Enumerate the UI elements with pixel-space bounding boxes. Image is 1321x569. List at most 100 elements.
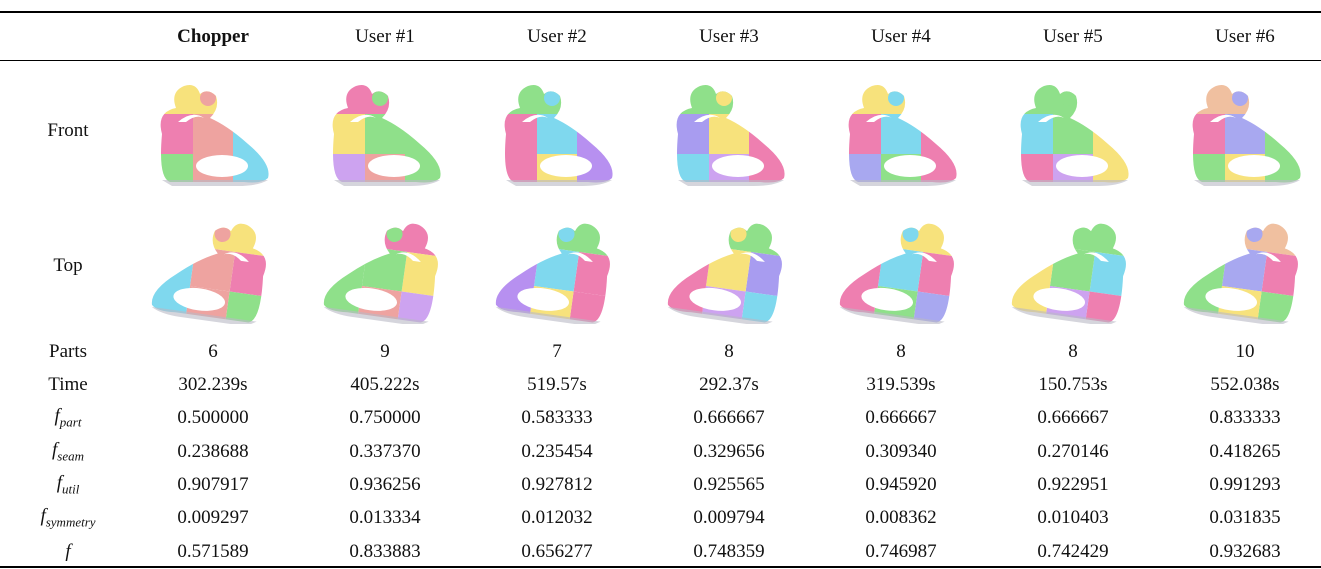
model-render (148, 209, 278, 324)
value-cell: 0.907917 (177, 474, 249, 495)
value-cell: 6 (208, 341, 218, 362)
value-cell: 0.008362 (865, 507, 937, 528)
model-shape (492, 209, 622, 324)
column-header: Chopper (177, 26, 249, 47)
metric-subscript: part (59, 414, 82, 430)
value-cell: 519.57s (527, 374, 587, 395)
model-render (1180, 74, 1310, 189)
value-cell: 0.991293 (1209, 474, 1281, 495)
value-cell: 0.238688 (177, 441, 249, 462)
value-cell: 0.571589 (177, 541, 249, 562)
value-cell: 0.927812 (521, 474, 593, 495)
model-shape (1008, 209, 1138, 324)
row-label: fsymmetry (40, 506, 95, 531)
value-cell: 0.583333 (521, 407, 593, 428)
model-render (492, 209, 622, 324)
column-header: User #3 (699, 26, 759, 47)
model-shape (1008, 74, 1138, 189)
model-shape (836, 74, 966, 189)
value-cell: 0.945920 (865, 474, 937, 495)
value-cell: 292.37s (699, 374, 759, 395)
value-cell: 0.925565 (693, 474, 765, 495)
model-shape (492, 74, 622, 189)
column-header: User #4 (871, 26, 931, 47)
column-header: User #1 (355, 26, 415, 47)
metric-subscript: symmetry (45, 514, 96, 530)
model-render (664, 74, 794, 189)
model-shape (664, 209, 794, 324)
row-label: fpart (55, 406, 82, 431)
value-cell: 319.539s (866, 374, 936, 395)
model-shape (1180, 74, 1310, 189)
model-render (148, 74, 278, 189)
value-cell: 0.235454 (521, 441, 593, 462)
column-header: User #2 (527, 26, 587, 47)
value-cell: 0.009297 (177, 507, 249, 528)
value-cell: 0.742429 (1037, 541, 1109, 562)
value-cell: 0.748359 (693, 541, 765, 562)
value-cell: 0.010403 (1037, 507, 1109, 528)
metric-symbol: f (65, 541, 71, 562)
model-shape (1180, 209, 1310, 324)
value-cell: 0.309340 (865, 441, 937, 462)
header-rule (0, 60, 1321, 61)
model-render (320, 74, 450, 189)
value-cell: 8 (1068, 341, 1078, 362)
top-rule (0, 11, 1321, 13)
metric-subscript: util (61, 481, 80, 497)
metric-symbol: f (56, 472, 62, 494)
model-shape (320, 74, 450, 189)
model-shape (148, 74, 278, 189)
value-cell: 0.936256 (349, 474, 421, 495)
value-cell: 0.337370 (349, 441, 421, 462)
value-cell: 302.239s (178, 374, 248, 395)
value-cell: 552.038s (1210, 374, 1280, 395)
model-shape (148, 209, 278, 324)
value-cell: 0.418265 (1209, 441, 1281, 462)
value-cell: 0.270146 (1037, 441, 1109, 462)
model-shape (320, 209, 450, 324)
value-cell: 0.833333 (1209, 407, 1281, 428)
value-cell: 0.666667 (1037, 407, 1109, 428)
model-render (836, 74, 966, 189)
row-label: fseam (52, 440, 84, 465)
value-cell: 0.656277 (521, 541, 593, 562)
value-cell: 8 (724, 341, 734, 362)
metric-symbol: f (54, 405, 60, 427)
row-label: Parts (49, 341, 87, 362)
bottom-rule (0, 566, 1321, 568)
view-label: Front (47, 120, 89, 141)
value-cell: 0.013334 (349, 507, 421, 528)
metric-symbol: f (40, 505, 46, 527)
value-cell: 405.222s (350, 374, 420, 395)
value-cell: 0.012032 (521, 507, 593, 528)
value-cell: 0.666667 (865, 407, 937, 428)
value-cell: 7 (552, 341, 562, 362)
row-label: f (65, 541, 70, 563)
value-cell: 0.922951 (1037, 474, 1109, 495)
value-cell: 0.329656 (693, 441, 765, 462)
value-cell: 0.666667 (693, 407, 765, 428)
model-render (492, 74, 622, 189)
value-cell: 0.833883 (349, 541, 421, 562)
model-render (836, 209, 966, 324)
metric-symbol: f (52, 439, 58, 461)
value-cell: 0.031835 (1209, 507, 1281, 528)
row-label: futil (57, 473, 80, 498)
value-cell: 8 (896, 341, 906, 362)
row-label: Time (48, 374, 88, 395)
value-cell: 0.750000 (349, 407, 421, 428)
value-cell: 0.009794 (693, 507, 765, 528)
value-cell: 10 (1235, 341, 1255, 362)
model-shape (664, 74, 794, 189)
metric-subscript: seam (57, 448, 84, 464)
model-render (664, 209, 794, 324)
view-label: Top (53, 255, 83, 276)
column-header: User #6 (1215, 26, 1275, 47)
model-render (320, 209, 450, 324)
value-cell: 150.753s (1038, 374, 1108, 395)
value-cell: 9 (380, 341, 390, 362)
model-render (1008, 209, 1138, 324)
model-render (1180, 209, 1310, 324)
